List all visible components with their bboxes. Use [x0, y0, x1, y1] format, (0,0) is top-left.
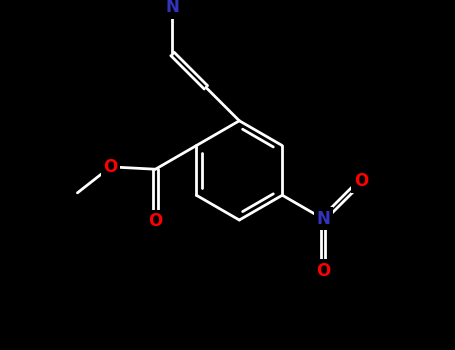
Text: O: O: [103, 158, 118, 176]
Text: O: O: [148, 212, 162, 230]
Text: O: O: [316, 262, 330, 280]
Text: N: N: [316, 210, 330, 228]
Text: N: N: [166, 0, 179, 16]
Text: O: O: [354, 172, 368, 190]
